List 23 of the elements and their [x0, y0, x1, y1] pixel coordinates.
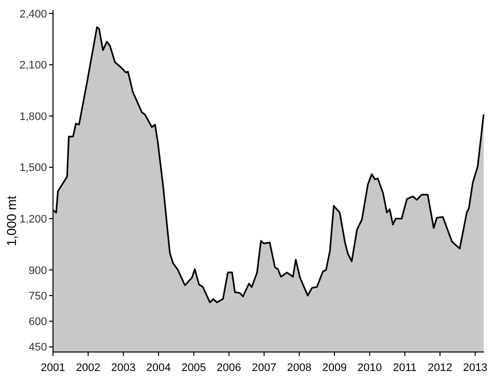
y-tick-label: 1,200 — [19, 213, 47, 226]
y-tick-label: 750 — [28, 290, 47, 302]
x-tick-label: 2006 — [216, 362, 242, 374]
y-tick-label: 450 — [28, 342, 47, 354]
x-tick-label: 2004 — [146, 362, 171, 374]
x-tick-label: 2007 — [252, 362, 276, 374]
x-tick-label: 2013 — [462, 362, 488, 374]
x-tick-label: 2003 — [111, 362, 136, 374]
x-tick-label: 2002 — [76, 362, 100, 374]
x-tick-label: 2010 — [357, 362, 382, 374]
x-tick-label: 2005 — [181, 362, 206, 374]
y-tick-label: 600 — [28, 316, 47, 328]
y-tick-label: 900 — [28, 264, 47, 277]
y-tick-label: 1,500 — [19, 162, 47, 174]
y-tick-label: 2,100 — [19, 60, 47, 72]
x-tick-label: 2012 — [428, 362, 452, 374]
x-tick-label: 2011 — [393, 362, 417, 374]
x-tick-label: 2008 — [287, 362, 312, 374]
x-tick-label: 2009 — [322, 362, 347, 374]
y-tick-label: 1,800 — [19, 110, 47, 123]
y-axis-title: 1,000 mt — [4, 195, 19, 246]
x-tick-label: 2001 — [40, 362, 66, 374]
y-tick-label: 2,400 — [19, 8, 47, 20]
